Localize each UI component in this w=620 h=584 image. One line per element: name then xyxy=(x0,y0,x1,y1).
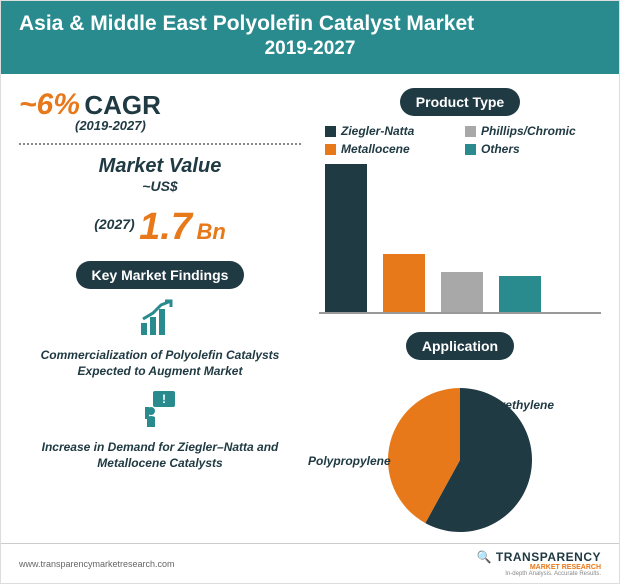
product-type-title: Product Type xyxy=(400,88,520,116)
infographic-container: Asia & Middle East Polyolefin Catalyst M… xyxy=(0,0,620,584)
bar xyxy=(383,254,425,312)
kmf-title: Key Market Findings xyxy=(76,261,245,289)
divider xyxy=(19,143,301,145)
mv-label: Market Value xyxy=(19,155,301,178)
footer: www.transparencymarketresearch.com 🔍 TRA… xyxy=(1,543,619,583)
application-title: Application xyxy=(406,332,514,360)
bar xyxy=(325,164,367,312)
cagr-label: CAGR xyxy=(84,90,161,120)
legend-item: Metallocene xyxy=(325,142,455,156)
finding-1: Commercialization of Polyolefin Catalyst… xyxy=(19,299,301,379)
logo: 🔍 TRANSPARENCY MARKET RESEARCH In-depth … xyxy=(477,550,601,577)
finding-2-text: Increase in Demand for Ziegler–Natta and… xyxy=(19,440,301,471)
title: Asia & Middle East Polyolefin Catalyst M… xyxy=(19,11,601,36)
legend-item: Phillips/Chromic xyxy=(465,124,595,138)
market-value-block: Market Value ~US$(2027) 1.7 Bn xyxy=(19,155,301,249)
finding-2: ! Increase in Demand for Ziegler–Natta a… xyxy=(19,389,301,471)
finding-1-text: Commercialization of Polyolefin Catalyst… xyxy=(19,348,301,379)
bar-chart xyxy=(319,164,601,314)
legend: Ziegler-Natta Phillips/Chromic Metallocene… xyxy=(319,124,601,156)
logo-main: 🔍 TRANSPARENCY xyxy=(477,550,601,564)
mv-unit: Bn xyxy=(196,219,225,244)
legend-item: Ziegler-Natta xyxy=(325,124,455,138)
header: Asia & Middle East Polyolefin Catalyst M… xyxy=(1,1,619,74)
footer-url: www.transparencymarketresearch.com xyxy=(19,559,175,569)
pie-label-polypropylene: Polypropylene xyxy=(308,454,391,468)
legend-item: Others xyxy=(465,142,595,156)
kmf-block: Key Market Findings xyxy=(19,261,301,289)
logo-sub: MARKET RESEARCH xyxy=(477,564,601,571)
pie-label-polyethylene: Polyethylene xyxy=(480,398,554,412)
application-title-wrap: Application xyxy=(319,332,601,360)
cagr-block: ~6% CAGR (2019-2027) xyxy=(19,88,301,133)
right-column: Product Type Ziegler-Natta Phillips/Chrom… xyxy=(319,88,601,550)
logo-tag: In-depth Analysis. Accurate Results. xyxy=(477,571,601,577)
bar xyxy=(441,272,483,312)
cagr-period: (2019-2027) xyxy=(75,118,301,133)
person-sign-icon: ! xyxy=(141,389,179,429)
mv-value: 1.7 xyxy=(139,206,192,248)
bar xyxy=(499,276,541,312)
cagr-value: ~6% xyxy=(19,88,80,121)
product-type-title-wrap: Product Type xyxy=(319,88,601,116)
chart-up-icon xyxy=(139,299,181,337)
left-column: ~6% CAGR (2019-2027) Market Value ~US$(2… xyxy=(19,88,301,550)
svg-text:!: ! xyxy=(162,392,166,406)
year-range: 2019-2027 xyxy=(19,38,601,60)
pie-chart: Polyethylene Polypropylene xyxy=(370,370,550,550)
content: ~6% CAGR (2019-2027) Market Value ~US$(2… xyxy=(1,74,619,550)
